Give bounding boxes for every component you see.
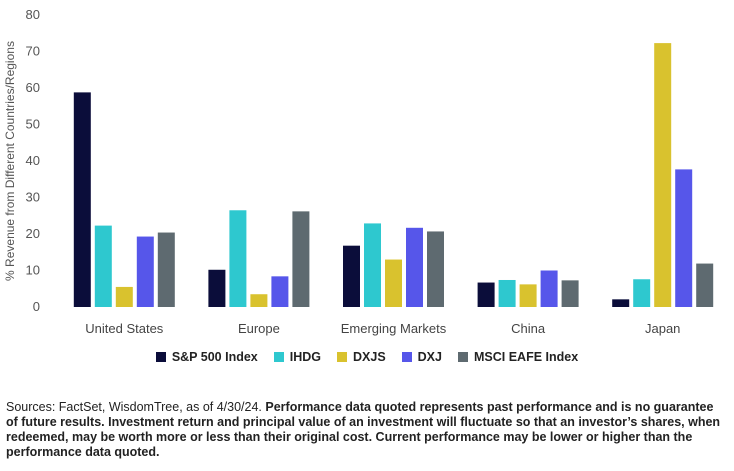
legend-swatch — [337, 352, 347, 362]
legend-item: DXJS — [337, 350, 386, 364]
bar-msci-eafe-index-emerging-markets — [427, 231, 444, 307]
x-category-label: Japan — [645, 321, 680, 336]
bar-dxjs-emerging-markets — [385, 259, 402, 307]
bar-ihdg-japan — [633, 279, 651, 307]
bar-msci-eafe-index-japan — [696, 263, 714, 307]
bar-s-p-500-index-china — [477, 282, 495, 307]
legend-label: DXJ — [417, 350, 442, 364]
bar-dxj-united-states — [136, 236, 154, 307]
legend: S&P 500 Index IHDG DXJS DXJ MSCI EAFE Index — [0, 350, 734, 364]
bar-s-p-500-index-japan — [612, 299, 630, 307]
bar-dxj-europe — [271, 276, 289, 307]
bar-s-p-500-index-emerging-markets — [343, 245, 360, 307]
legend-swatch — [457, 352, 468, 362]
bar-dxj-emerging-markets — [406, 227, 423, 307]
legend-label: S&P 500 Index — [171, 350, 258, 364]
bar-dxjs-europe — [250, 294, 268, 307]
x-category-label: United States — [85, 321, 164, 336]
y-tick-label: 0 — [33, 299, 40, 314]
y-tick-label: 40 — [26, 153, 40, 168]
bar-ihdg-europe — [229, 210, 247, 307]
bar-ihdg-china — [498, 279, 516, 307]
y-tick-label: 50 — [26, 117, 40, 132]
bar-msci-eafe-index-united-states — [157, 232, 175, 307]
legend-label: MSCI EAFE Index — [473, 350, 579, 364]
y-axis-label: % Revenue from Different Countries/Regio… — [3, 41, 17, 281]
footnote: Sources: FactSet, WisdomTree, as of 4/30… — [6, 400, 728, 460]
x-category-label: Europe — [238, 321, 280, 336]
bar-dxj-japan — [675, 169, 693, 307]
bar-dxj-china — [540, 270, 558, 307]
bar-chart: 0 10 20 30 40 50 60 70 80 % Revenue from Differen… — [3, 7, 714, 336]
x-category-label: Emerging Markets — [341, 321, 447, 336]
bar-msci-eafe-index-europe — [292, 211, 310, 307]
bar-ihdg-united-states — [94, 225, 112, 307]
legend-label: IHDG — [289, 350, 321, 364]
legend-item: DXJ — [401, 350, 442, 364]
legend-label: DXJS — [353, 350, 386, 364]
bar-dxjs-china — [519, 284, 537, 307]
legend-swatch — [155, 352, 166, 362]
legend-swatch — [401, 352, 412, 362]
bar-dxjs-japan — [654, 43, 672, 307]
y-tick-label: 70 — [26, 44, 40, 59]
legend-item: S&P 500 Index — [155, 350, 258, 364]
footnote-sources: Sources: FactSet, WisdomTree, as of 4/30… — [6, 400, 266, 414]
bar-s-p-500-index-europe — [208, 269, 226, 307]
bar-dxjs-united-states — [115, 286, 133, 307]
bar-s-p-500-index-united-states — [73, 92, 91, 307]
y-tick-label: 20 — [26, 226, 40, 241]
legend-swatch — [273, 352, 284, 362]
footnote-disclaimer: Performance data quoted represents past … — [6, 400, 721, 459]
y-tick-label: 10 — [26, 263, 40, 278]
bar-ihdg-emerging-markets — [364, 223, 381, 307]
legend-item: MSCI EAFE Index — [457, 350, 579, 364]
y-tick-label: 80 — [26, 7, 40, 22]
bar-msci-eafe-index-china — [561, 280, 579, 307]
y-tick-label: 60 — [26, 80, 40, 95]
legend-item: IHDG — [273, 350, 321, 364]
y-tick-label: 30 — [26, 190, 40, 205]
x-category-label: China — [511, 321, 546, 336]
